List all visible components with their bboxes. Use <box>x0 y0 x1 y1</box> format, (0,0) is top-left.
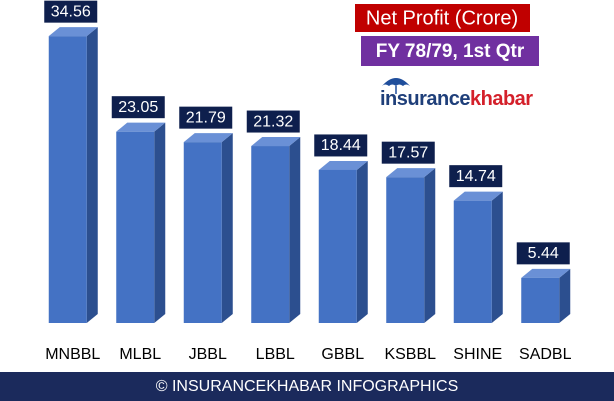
value-label: 34.56 <box>51 3 91 20</box>
logo-part: khabar <box>470 88 533 110</box>
value-label-box <box>313 133 369 158</box>
value-label-box <box>110 95 166 120</box>
value-label: 21.32 <box>253 113 293 130</box>
logo-text: insurancekhabar <box>380 88 533 110</box>
bar-side <box>424 168 436 323</box>
x-tick-label: SHINE <box>453 346 502 363</box>
bar-side <box>356 160 368 323</box>
footer-text: © INSURANCEKHABAR INFOGRAPHICS <box>156 378 459 395</box>
bar-side <box>491 191 503 323</box>
bar-top <box>183 133 233 143</box>
chart-title: Net Profit (Crore) <box>366 7 518 29</box>
value-label-box <box>515 241 571 266</box>
bar <box>48 36 87 323</box>
bar <box>183 142 222 323</box>
value-label: 14.74 <box>456 168 496 185</box>
chart-subtitle: FY 78/79, 1st Qtr <box>376 41 525 62</box>
bar-top <box>318 160 368 170</box>
value-label: 18.44 <box>321 137 361 154</box>
bar <box>251 146 290 323</box>
x-tick-label: MLBL <box>119 346 161 363</box>
title-box <box>355 4 530 32</box>
bar <box>116 131 155 323</box>
bar-top <box>48 27 98 37</box>
bar-side <box>559 268 571 323</box>
bar <box>521 277 560 323</box>
value-label: 23.05 <box>118 99 158 116</box>
logo-umbrella <box>382 78 410 86</box>
bar-top <box>386 168 436 178</box>
logo-part: insurance <box>380 88 470 110</box>
bar-top <box>453 191 503 201</box>
value-label-box <box>43 0 99 24</box>
subtitle-box <box>361 36 539 66</box>
value-label-box <box>448 164 504 189</box>
footer-band <box>0 372 614 401</box>
bar <box>386 177 425 323</box>
bar-side <box>86 27 98 323</box>
value-label: 5.44 <box>528 245 559 262</box>
bar-top <box>251 137 301 147</box>
bar-top <box>116 122 166 132</box>
x-tick-label: LBBL <box>256 346 295 363</box>
bar <box>453 200 492 323</box>
bar-side <box>154 122 166 323</box>
bar-side <box>289 137 301 323</box>
bar <box>318 169 357 323</box>
bar-top <box>521 268 571 278</box>
value-label-box <box>245 109 301 134</box>
value-label-box <box>380 140 436 165</box>
bar-side <box>221 133 233 323</box>
x-tick-label: MNBBL <box>45 346 100 363</box>
x-tick-label: GBBL <box>321 346 364 363</box>
logo: insurancekhabar <box>380 78 534 110</box>
value-label-box <box>178 105 234 130</box>
x-tick-label: KSBBL <box>384 346 436 363</box>
x-tick-label: SADBL <box>519 346 572 363</box>
x-tick-label: JBBL <box>189 346 227 363</box>
value-label: 17.57 <box>388 144 428 161</box>
value-label: 21.79 <box>186 109 226 126</box>
